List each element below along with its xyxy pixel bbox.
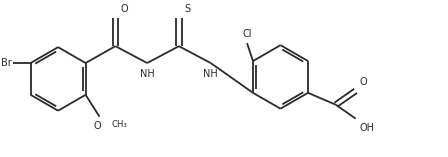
Text: S: S	[184, 4, 190, 14]
Text: O: O	[94, 121, 101, 131]
Text: CH₃: CH₃	[112, 120, 127, 129]
Text: O: O	[360, 77, 367, 87]
Text: O: O	[121, 4, 128, 14]
Text: OH: OH	[360, 123, 375, 133]
Text: NH: NH	[140, 69, 155, 79]
Text: NH: NH	[203, 69, 218, 79]
Text: Cl: Cl	[242, 29, 252, 39]
Text: Br: Br	[1, 58, 12, 68]
